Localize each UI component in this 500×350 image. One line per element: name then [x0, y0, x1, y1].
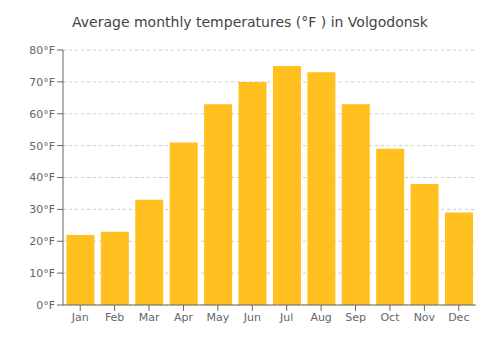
svg-text:20°F: 20°F	[29, 235, 55, 248]
svg-text:May: May	[207, 311, 230, 324]
svg-text:Sep: Sep	[345, 311, 366, 324]
svg-text:Jul: Jul	[279, 311, 293, 324]
svg-text:Feb: Feb	[105, 311, 124, 324]
svg-text:Dec: Dec	[448, 311, 469, 324]
svg-text:Aug: Aug	[310, 311, 331, 324]
svg-text:30°F: 30°F	[29, 203, 55, 216]
svg-text:0°F: 0°F	[36, 299, 55, 312]
svg-text:Jun: Jun	[243, 311, 261, 324]
svg-text:Apr: Apr	[174, 311, 194, 324]
svg-text:60°F: 60°F	[29, 108, 55, 121]
svg-text:Nov: Nov	[414, 311, 436, 324]
svg-text:Oct: Oct	[380, 311, 400, 324]
svg-text:10°F: 10°F	[29, 267, 55, 280]
svg-text:Mar: Mar	[139, 311, 160, 324]
svg-text:70°F: 70°F	[29, 76, 55, 89]
svg-text:40°F: 40°F	[29, 171, 55, 184]
svg-text:Jan: Jan	[71, 311, 89, 324]
svg-text:50°F: 50°F	[29, 140, 55, 153]
html-text:Average monthly temperatures (: Average monthly temperatures (°F ) in Vo…	[72, 14, 428, 30]
svg-text:80°F: 80°F	[29, 44, 55, 57]
